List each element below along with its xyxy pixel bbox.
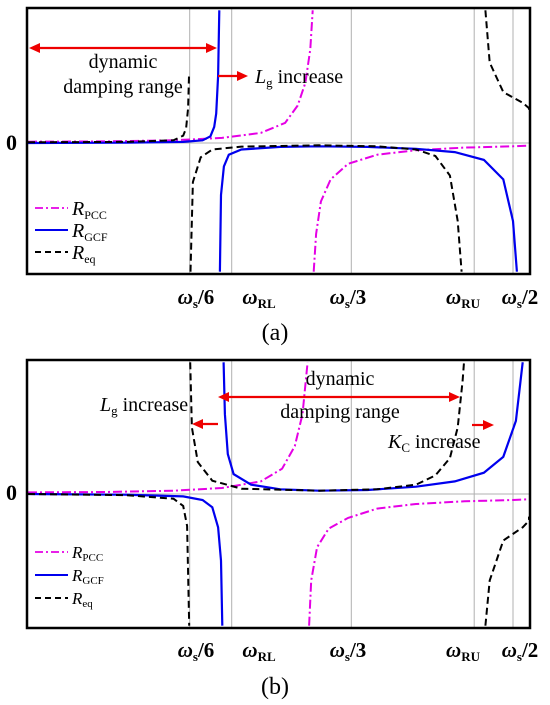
damping-range-arrow-b (218, 392, 460, 402)
panel-b: dynamic damping range Lg increase KC inc… (6, 358, 539, 700)
annotation-lg-increase-a: Lg increase (254, 66, 343, 90)
lg-increase-arrow-a (218, 71, 248, 81)
legend-label-eq-a: Req (71, 242, 96, 266)
legend-label-pcc-a: RPCC (71, 198, 107, 222)
legend-label-pcc-b: RPCC (71, 543, 103, 564)
series-rpcc-b-seg0 (27, 362, 309, 494)
caption-b: (b) (261, 674, 289, 700)
series-a (27, 10, 530, 272)
legend-a: RPCC RGCF Req (35, 198, 108, 266)
legend-b: RPCC RGCF Req (35, 543, 104, 610)
caption-a: (a) (262, 320, 289, 346)
legend-label-gcf-a: RGCF (71, 220, 108, 244)
annotation-dynamic-b: dynamic (306, 368, 375, 390)
annotation-kc-increase-b: KC increase (387, 431, 481, 455)
series-req-b-seg1 (189, 362, 465, 492)
series-rgcf-b-seg0 (27, 492, 224, 626)
plot-frame-b (25, 358, 532, 630)
series-rpcc-a-seg1 (312, 144, 530, 272)
panel-a: dynamic damping range Lg increase 0 RPCC… (6, 6, 539, 346)
y-zero-label-a: 0 (6, 130, 17, 155)
kc-increase-arrow-b (472, 420, 494, 430)
annotation-lg-increase-b: Lg increase (99, 394, 188, 418)
series-rgcf-a-seg1 (218, 145, 518, 272)
series-req-b-seg2 (484, 516, 530, 626)
series-rgcf-a-seg0 (27, 10, 221, 145)
series-req-b-seg0 (27, 493, 191, 626)
xtick-wru-b: ωRU (446, 638, 481, 664)
xtick-ws2-b: ωs/2 (502, 638, 539, 664)
legend-label-gcf-b: RGCF (71, 566, 104, 587)
legend-label-eq-b: Req (71, 589, 93, 610)
xtick-ws3-a: ωs/3 (330, 285, 367, 311)
xtick-ws3-b: ωs/3 (330, 638, 367, 664)
series-rpcc-a-seg0 (27, 10, 314, 143)
xtick-ws6-b: ωs/6 (178, 638, 215, 664)
y-zero-label-b: 0 (6, 480, 17, 505)
xtick-ws6-a: ωs/6 (178, 285, 215, 311)
series-req-a-seg1 (189, 144, 463, 272)
xtick-wrl-a: ωRL (242, 285, 276, 311)
annotation-damping-range-a: damping range (63, 76, 183, 98)
damping-range-arrow-a (29, 43, 217, 53)
series-b (27, 362, 530, 626)
plot-frame-a (25, 6, 532, 276)
series-req-a-seg2 (484, 10, 530, 111)
lg-increase-arrow-b (192, 419, 218, 429)
xtick-wru-a: ωRU (446, 285, 481, 311)
xtick-ws2-a: ωs/2 (502, 285, 539, 311)
series-req-a-seg0 (27, 75, 190, 144)
annotation-dynamic-a: dynamic (89, 51, 158, 73)
annotation-damping-range-b: damping range (280, 401, 400, 423)
series-rpcc-b-seg1 (308, 498, 530, 626)
xtick-wrl-b: ωRL (242, 638, 276, 664)
